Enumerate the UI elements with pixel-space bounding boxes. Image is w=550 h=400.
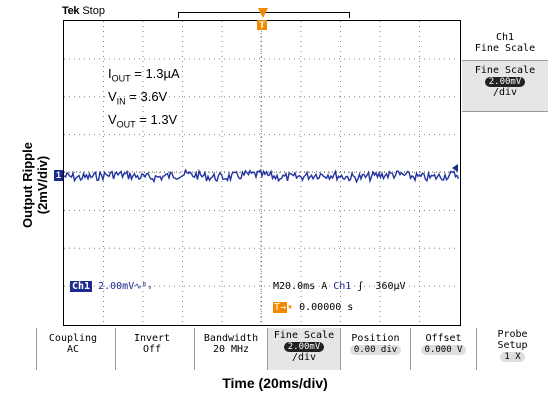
waveform-display	[63, 20, 461, 326]
fine-scale-unit: /div	[291, 352, 317, 363]
position-label: Position	[351, 333, 400, 344]
side-button-label: Fine Scale	[474, 65, 536, 76]
annotation-vout: VOUT = 1.3V	[108, 112, 177, 130]
vin-label: V	[108, 89, 117, 104]
y-axis-label-line1: Output Ripple	[20, 142, 35, 228]
fine-scale-button[interactable]: Fine Scale 2.00mV /div	[267, 328, 340, 370]
side-fine-scale-button[interactable]: Fine Scale 2.00mV /div	[462, 60, 548, 112]
iout-label: I	[108, 66, 112, 81]
bandwidth-limit-icon: ∿ᴮᵥ	[134, 282, 153, 292]
trigger-t-icon: T	[257, 20, 267, 30]
position-value: 0.00 div	[349, 345, 402, 355]
trigger-source: Ch1	[333, 281, 352, 292]
trigger-mode: A	[321, 281, 328, 292]
vout-sub: OUT	[116, 119, 136, 130]
side-button-unit: /div	[492, 87, 518, 98]
trigger-pos-icon: T→	[273, 302, 288, 313]
bandwidth-button[interactable]: Bandwidth 20 MHz	[194, 328, 267, 370]
invert-value: Off	[142, 344, 162, 355]
offset-button[interactable]: Offset 0.000 V	[410, 328, 476, 370]
invert-label: Invert	[133, 333, 171, 344]
y-axis-label-line2: (2mV/div)	[35, 155, 50, 215]
bandwidth-value: 20 MHz	[212, 344, 250, 355]
trigger-position-marker[interactable]: T	[257, 8, 269, 38]
fine-scale-label: Fine Scale	[273, 330, 335, 341]
side-menu-title-line2: Fine Scale	[474, 43, 536, 54]
timebase-value: M20.0ms	[273, 281, 316, 292]
vin-value: = 3.6V	[125, 89, 168, 104]
brand-label: Tek	[62, 5, 80, 17]
probe-setup-button[interactable]: Probe Setup 1 X	[476, 328, 548, 370]
bandwidth-label: Bandwidth	[203, 333, 259, 344]
annotation-iout: IOUT = 1.3µA	[108, 66, 180, 84]
ch1-ground-marker[interactable]: 1	[54, 170, 63, 181]
annotation-vin: VIN = 3.6V	[108, 89, 167, 107]
iout-sub: OUT	[111, 73, 131, 84]
vin-sub: IN	[116, 96, 126, 107]
y-axis-label: Output Ripple (2mV/div)	[20, 140, 50, 230]
invert-button[interactable]: Invert Off	[115, 328, 188, 370]
trigger-arrow-icon	[258, 8, 268, 18]
vout-label: V	[108, 112, 117, 127]
timebase-readout: M20.0ms A Ch1 ʃ 360µV	[273, 281, 406, 292]
scope-header: Tek Stop	[62, 5, 105, 17]
offset-label: Offset	[425, 333, 462, 344]
vout-value: = 1.3V	[135, 112, 178, 127]
probe-value: 1 X	[500, 352, 525, 362]
grid-lines	[64, 21, 459, 324]
ch1-badge: Ch1	[70, 281, 93, 292]
ch1-readout: Ch1 2.00mV∿ᴮᵥ	[70, 281, 153, 292]
trigger-level-icon	[452, 164, 458, 172]
trigger-slope-icon: ʃ	[357, 281, 364, 292]
coupling-button[interactable]: Coupling AC	[36, 328, 109, 370]
trigger-position-readout: T→▾ 0.00000 s	[273, 302, 353, 313]
coupling-label: Coupling	[48, 333, 98, 344]
side-button-value: 2.00mV	[484, 77, 526, 87]
trigger-pos-arrow-icon: ▾	[287, 302, 294, 313]
trigger-level-value: 360µV	[375, 281, 406, 292]
setup-label: Setup	[497, 340, 528, 351]
fine-scale-value: 2.00mV	[283, 342, 325, 352]
ch1-trace	[63, 168, 460, 184]
acq-state: Stop	[82, 5, 105, 17]
side-menu-title-line1: Ch1	[495, 32, 515, 43]
trigger-pos-value: 0.00000 s	[299, 302, 354, 313]
ch1-scale: 2.00mV	[98, 281, 135, 292]
iout-value: = 1.3µA	[130, 66, 180, 81]
bottom-menu: Coupling AC Invert Off Bandwidth 20 MHz …	[36, 328, 548, 370]
x-axis-label: Time (20ms/div)	[222, 375, 328, 391]
probe-label: Probe	[497, 329, 528, 340]
side-menu-title: Ch1 Fine Scale	[462, 32, 548, 54]
graticule-svg	[63, 21, 460, 324]
position-button[interactable]: Position 0.00 div	[340, 328, 410, 370]
offset-value: 0.000 V	[420, 345, 467, 355]
coupling-value: AC	[66, 344, 80, 355]
